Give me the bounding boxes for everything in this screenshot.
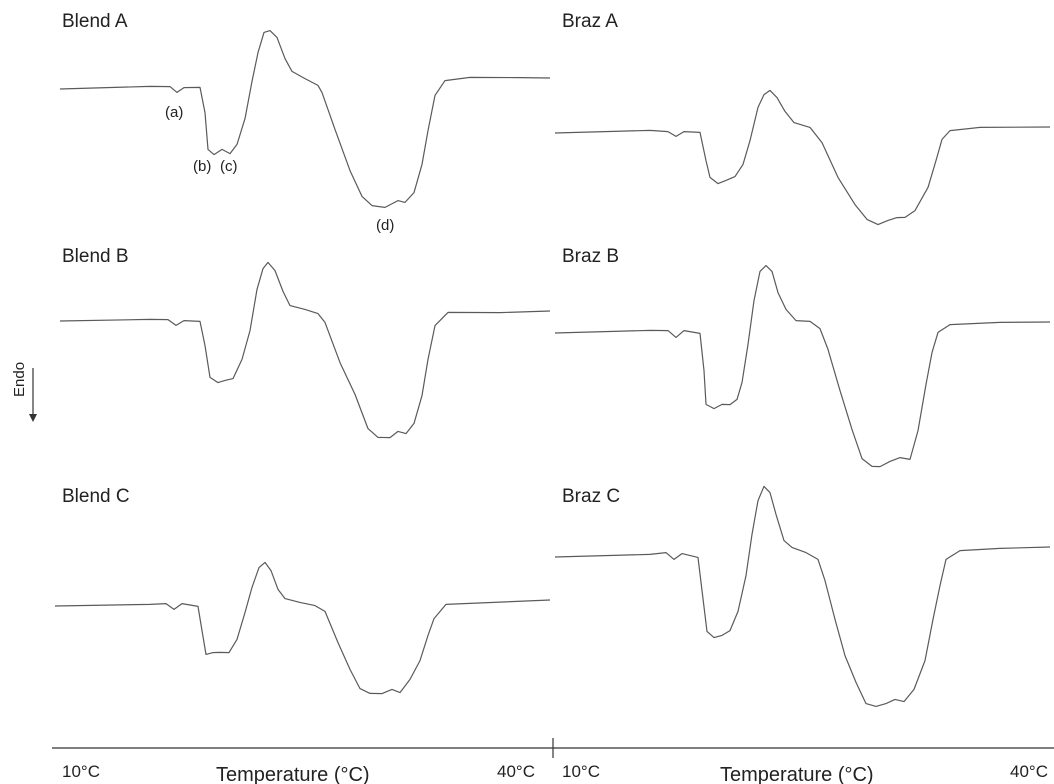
x-tick-left-end: 40°C [497,762,535,781]
panel-title-braz-a: Braz A [562,11,618,32]
x-axis-title-left: Temperature (°C) [216,764,370,784]
peak-label-b: (b) [193,158,211,175]
panel-title-braz-b: Braz B [562,246,619,267]
y-axis-label-endo: Endo [11,362,28,397]
trace-braz-b [554,265,1051,468]
dsc-traces [54,30,1051,707]
panel-title-blend-c: Blend C [62,486,130,507]
x-tick-left-start: 10°C [62,762,100,781]
x-axis-title-right: Temperature (°C) [720,764,874,784]
trace-blend-b [59,261,551,439]
x-tick-right-start: 10°C [562,762,600,781]
panel-title-braz-c: Braz C [562,486,620,507]
trace-braz-c [554,485,1051,707]
peak-label-c: (c) [220,158,238,175]
endo-arrow-head [29,414,37,422]
peak-label-a: (a) [165,104,183,121]
x-tick-right-end: 40°C [1010,762,1048,781]
panel-title-blend-a: Blend A [62,11,128,32]
trace-braz-a [554,89,1051,226]
peak-label-d: (d) [376,217,394,234]
trace-blend-a [59,30,551,208]
trace-blend-c [54,561,551,695]
panel-title-blend-b: Blend B [62,246,129,267]
